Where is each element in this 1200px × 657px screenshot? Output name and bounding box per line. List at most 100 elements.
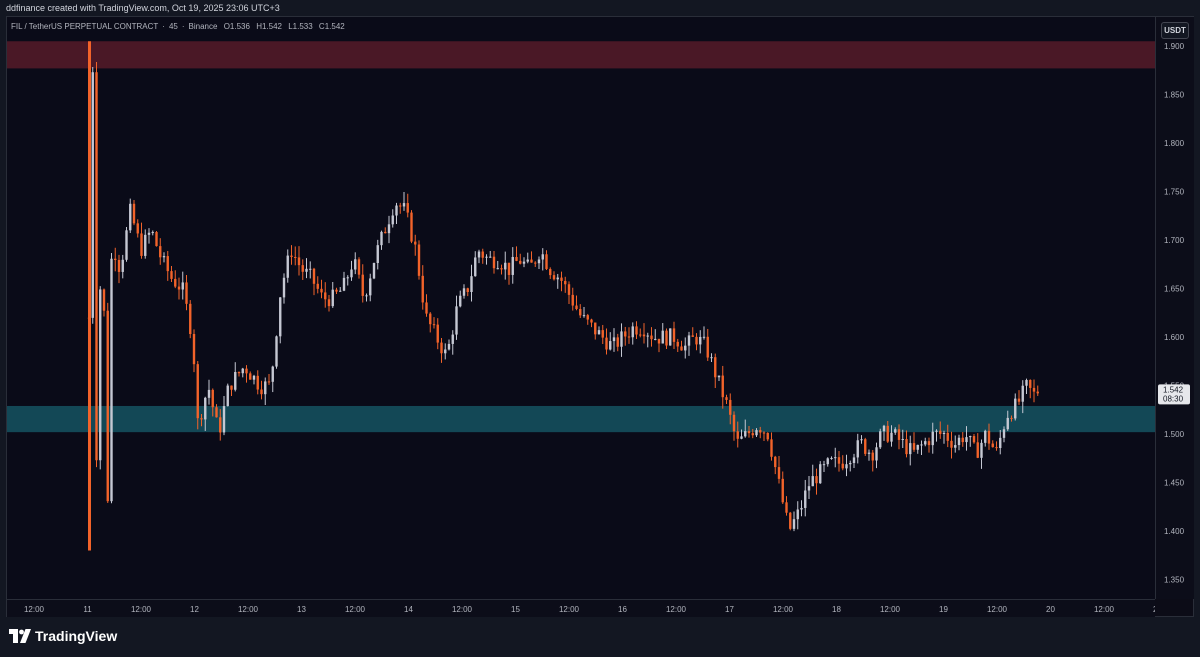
candle-body <box>215 407 218 418</box>
candle <box>946 424 949 448</box>
candle <box>552 271 556 281</box>
price-axis[interactable]: 1.9001.8501.8001.7501.7001.6501.6001.550… <box>1155 17 1194 599</box>
candle-body <box>852 457 856 463</box>
chart-plot-area[interactable] <box>7 17 1155 599</box>
candle-body <box>980 442 983 458</box>
x-tick-label: 14 <box>404 605 413 614</box>
candle-body <box>462 288 466 296</box>
candle-body <box>714 357 717 378</box>
currency-button[interactable]: USDT <box>1161 22 1189 39</box>
candle-body <box>421 275 424 303</box>
price-chart[interactable] <box>7 17 1155 599</box>
candle <box>841 455 844 471</box>
candle-body <box>657 338 661 344</box>
candle <box>759 426 762 439</box>
resistance-zone[interactable] <box>7 41 1155 69</box>
candle-body <box>275 336 278 367</box>
candle <box>444 343 447 360</box>
candle <box>774 455 777 475</box>
candle <box>286 249 289 283</box>
last-price-countdown: 08:30 <box>1163 394 1184 403</box>
symbol-legend[interactable]: FIL / TetherUS PERPETUAL CONTRACT · 45 · Bin… <box>11 22 345 31</box>
candle <box>811 464 814 487</box>
candle <box>380 230 383 250</box>
candle-body <box>552 275 556 280</box>
x-tick-label: 12:00 <box>131 605 152 614</box>
x-tick-label: 16 <box>618 605 627 614</box>
candle-body <box>635 326 638 335</box>
candle <box>744 419 747 438</box>
candle-body <box>736 431 739 439</box>
candle <box>474 251 477 277</box>
candle-body <box>972 436 976 443</box>
candle-body <box>624 331 627 337</box>
candle <box>309 261 312 279</box>
candle <box>402 192 406 211</box>
candle-body <box>177 286 181 290</box>
candle <box>605 328 608 355</box>
candle-body <box>912 443 916 450</box>
candle <box>294 246 297 266</box>
candle <box>515 246 518 262</box>
candle <box>271 365 274 393</box>
candle-body <box>395 205 398 216</box>
candle-body <box>211 389 214 408</box>
candle <box>579 304 582 319</box>
candle <box>991 440 994 448</box>
candle <box>316 276 319 294</box>
candle <box>144 229 147 259</box>
candle <box>965 426 968 451</box>
candle-body <box>740 436 743 439</box>
candle-body <box>530 259 533 263</box>
candle-body <box>620 331 623 347</box>
candle <box>687 331 691 356</box>
candle <box>252 374 256 385</box>
candle-body <box>751 433 754 436</box>
candle-body <box>1036 391 1039 394</box>
candle <box>125 227 128 262</box>
ohlc-low: L1.533 <box>288 22 313 31</box>
candle <box>305 258 308 279</box>
candle <box>856 433 859 464</box>
candle <box>267 373 271 385</box>
candle-body <box>1010 417 1013 419</box>
candle-body <box>384 231 387 234</box>
candle-body <box>1017 398 1021 402</box>
tradingview-logo[interactable]: TradingView <box>9 628 117 644</box>
candle <box>522 257 526 268</box>
x-tick-label: 12:00 <box>1094 605 1115 614</box>
candle-body <box>132 203 136 224</box>
candle <box>241 367 244 378</box>
candle-body <box>309 268 312 270</box>
candle <box>466 287 469 297</box>
tradingview-logo-text: TradingView <box>35 628 118 644</box>
candle-body <box>950 440 953 448</box>
x-tick-label: 12:00 <box>238 605 259 614</box>
candle <box>327 294 331 312</box>
candle <box>564 276 567 293</box>
x-tick-label: 11 <box>83 605 92 614</box>
time-axis[interactable]: 12:00 11 12:00 12 12:00 13 12:00 14 12:00 15 12:00… <box>7 599 1162 617</box>
candle <box>399 202 402 214</box>
candle <box>174 270 177 289</box>
candle-body <box>279 297 282 337</box>
candle-body <box>774 456 777 468</box>
candle <box>871 449 874 472</box>
candle <box>342 271 346 292</box>
candle <box>665 328 668 349</box>
candle-body <box>429 313 432 325</box>
candle-body <box>830 457 833 459</box>
candle-body <box>301 265 304 272</box>
candle <box>747 425 751 438</box>
candle <box>609 332 612 351</box>
candle-body <box>792 519 796 529</box>
candle <box>545 250 548 270</box>
candle-body <box>166 256 169 272</box>
candle-body <box>995 447 998 449</box>
candle <box>121 254 124 279</box>
candle-body <box>785 502 788 513</box>
candle <box>136 219 139 238</box>
candle-body <box>901 439 904 441</box>
support-zone[interactable] <box>7 405 1155 433</box>
candle <box>425 294 428 317</box>
